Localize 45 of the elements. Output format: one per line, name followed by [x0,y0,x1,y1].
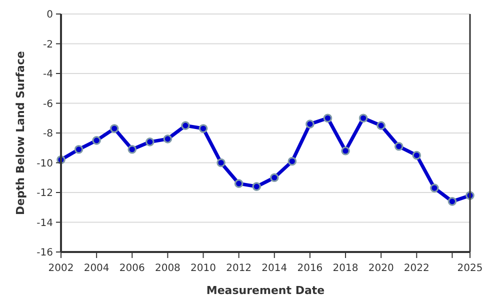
y-tick-label: -12 [36,188,53,199]
x-tick-label: 2020 [368,263,394,274]
point [128,144,137,154]
y-tick-label: -2 [43,39,53,50]
y-tick-label: -8 [43,128,53,140]
x-tick-label: 2025 [457,263,483,274]
point [306,120,314,128]
point [252,182,262,191]
x-axis-title: Measurement Date [206,284,325,297]
x-tick-label: 2008 [154,263,180,274]
y-tick-label: -4 [43,69,53,80]
x-tick-label: 2016 [297,263,323,274]
point [448,197,457,206]
point [430,184,439,192]
point [358,114,368,123]
x-tick-label: 2002 [48,263,74,274]
point [163,134,172,144]
point [323,114,332,123]
point [181,121,190,130]
point [198,124,208,133]
point [288,156,297,166]
y-axis-title: Depth Below Land Surface [14,51,27,215]
y-tick-label: -14 [36,218,53,229]
x-tick-label: 2022 [404,263,430,274]
point [74,144,84,154]
x-tick-label: 2004 [84,263,110,274]
x-tick-label: 2006 [119,263,145,274]
y-tick-label: -16 [36,248,53,258]
point [412,150,422,160]
point [270,173,279,182]
point [92,136,101,145]
x-tick-label: 2010 [190,263,216,274]
point [341,146,350,156]
point [146,138,154,146]
point [234,179,244,188]
point [110,124,119,133]
point [394,142,404,151]
y-tick-label: 0 [46,10,53,20]
x-tick-label: 2012 [226,263,252,274]
point [216,158,226,168]
x-tick-label: 2018 [332,263,358,274]
y-tick-label: -6 [43,98,53,110]
x-tick-label: 2014 [262,263,288,274]
point [376,121,386,130]
y-tick-label: -10 [36,158,53,170]
